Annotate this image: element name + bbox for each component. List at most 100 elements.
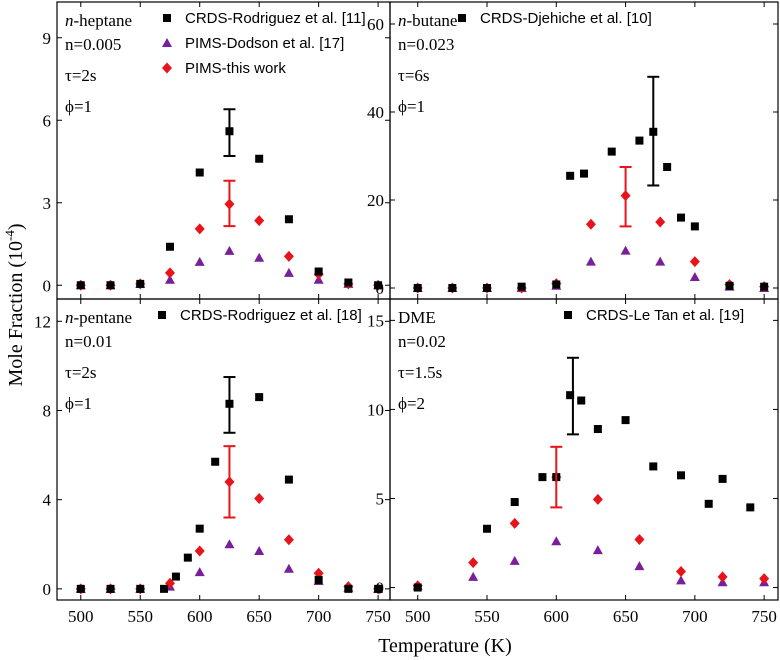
crds-point xyxy=(284,215,293,224)
y-tick-label: 60 xyxy=(367,15,384,34)
crds-point xyxy=(284,475,293,484)
concentration-label: n=0.005 xyxy=(65,35,121,54)
crds-point xyxy=(76,281,85,290)
crds-point xyxy=(183,553,192,562)
crds-point xyxy=(374,281,383,290)
panel-heptane: 0 3 6 9 n-heptane n=0.005 τ=2s ϕ=1 CRDS-Rodrigue… xyxy=(43,1,391,300)
crds-point xyxy=(195,524,204,533)
pims-dodson-point xyxy=(224,245,235,255)
pims-this-work-point xyxy=(689,256,700,268)
pims-this-work-point xyxy=(717,571,728,583)
y-tick-label: 8 xyxy=(43,401,52,420)
crds-point xyxy=(106,281,115,290)
pims-this-work-point xyxy=(509,517,520,529)
x-tick-label: 600 xyxy=(544,607,570,626)
y-tick-label: 10 xyxy=(367,400,384,419)
pims-this-work-point xyxy=(254,493,265,505)
x-tick-label: 750 xyxy=(365,607,391,626)
y-tick-label: 20 xyxy=(367,191,384,210)
crds-point xyxy=(344,584,353,593)
y-tick-label: 0 xyxy=(43,580,52,599)
residence-time-label: τ=1.5s xyxy=(398,363,442,382)
crds-point xyxy=(677,213,685,222)
x-tick-label: 500 xyxy=(405,607,431,626)
crds-point xyxy=(580,169,588,178)
y-tick-label: 9 xyxy=(43,29,52,48)
pims-dodson-point xyxy=(283,563,294,573)
legend-label: CRDS-Djehiche et al. [10] xyxy=(480,10,652,27)
crds-point xyxy=(621,416,630,425)
fuel-label: n-pentane xyxy=(65,308,132,327)
crds-point xyxy=(136,279,145,288)
concentration-label: n=0.01 xyxy=(65,332,113,351)
y-tick-label: 0 xyxy=(376,579,385,598)
pims-this-work-point xyxy=(585,218,596,230)
pims-dodson-point xyxy=(254,252,265,262)
crds-point xyxy=(677,471,685,480)
concentration-label: n=0.023 xyxy=(398,35,454,54)
y-tick-label: 12 xyxy=(34,312,51,331)
pims-dodson-point xyxy=(509,555,520,565)
crds-point xyxy=(458,14,466,22)
crds-point xyxy=(690,222,699,231)
legend-label: PIMS-Dodson et al. [17] xyxy=(185,35,344,52)
x-tick-label: 600 xyxy=(187,607,213,626)
legend-entry: CRDS-Rodriguez et al. [18] xyxy=(158,307,362,324)
crds-point xyxy=(165,242,174,251)
crds-point xyxy=(211,457,220,466)
crds-point xyxy=(483,284,491,292)
y-tick-label: 4 xyxy=(43,491,52,510)
x-tick-label: 650 xyxy=(613,607,639,626)
pims-dodson-point xyxy=(254,545,265,555)
residence-time-label: τ=6s xyxy=(398,66,430,85)
pims-dodson-point xyxy=(676,575,686,585)
crds-point xyxy=(76,584,85,593)
pims-this-work-point xyxy=(468,557,479,569)
crds-point xyxy=(314,575,323,584)
panel-dme: 500 550 600 650 700 750 0 5 10 15 DME n=0.02 τ=1.5s ϕ… xyxy=(367,298,779,626)
crds-point xyxy=(566,391,575,400)
pims-dodson-point xyxy=(224,539,235,549)
legend-label: CRDS-Le Tan et al. [19] xyxy=(586,307,744,324)
pims-this-work-point xyxy=(254,215,265,227)
legend-entry: PIMS-Dodson et al. [17] xyxy=(162,35,344,52)
y-tick-label: 3 xyxy=(43,194,52,213)
crds-point xyxy=(314,267,323,276)
residence-time-label: τ=2s xyxy=(65,363,97,382)
pims-dodson-point xyxy=(689,272,700,281)
panel-frame xyxy=(389,298,779,601)
crds-point xyxy=(577,396,586,405)
crds-point xyxy=(649,462,658,471)
pims-this-work-point xyxy=(283,250,294,262)
crds-point xyxy=(136,584,145,593)
crds-point xyxy=(106,584,115,593)
crds-error-bar xyxy=(223,108,236,157)
crds-error-bar xyxy=(647,75,660,187)
pims-this-work-error-bar xyxy=(223,179,236,228)
crds-point xyxy=(510,498,519,507)
pims-dodson-point xyxy=(551,536,562,546)
pims-dodson-point xyxy=(468,571,479,581)
pims-this-work-point xyxy=(162,62,172,74)
fuel-label: DME xyxy=(398,308,436,327)
pims-this-work-point xyxy=(592,493,603,505)
legend-entry: CRDS-Rodriguez et al. [11] xyxy=(163,10,366,27)
pims-this-work-error-bar xyxy=(223,445,236,519)
x-tick-label: 750 xyxy=(751,607,777,626)
pims-this-work-point xyxy=(194,223,205,235)
crds-point xyxy=(374,584,383,593)
equivalence-ratio-label: ϕ=1 xyxy=(65,97,92,116)
y-tick-label: 15 xyxy=(367,311,384,330)
crds-point xyxy=(255,154,264,163)
pims-this-work-error-bar xyxy=(619,166,632,228)
crds-point xyxy=(517,282,526,291)
x-tick-label: 550 xyxy=(128,607,154,626)
pims-dodson-point xyxy=(194,256,205,266)
crds-point xyxy=(160,584,169,593)
crds-point xyxy=(163,14,171,22)
crds-point xyxy=(746,503,755,512)
pims-this-work-point xyxy=(655,216,666,228)
crds-error-bar xyxy=(566,356,579,436)
pims-this-work-point xyxy=(194,545,205,557)
crds-point xyxy=(635,136,644,145)
